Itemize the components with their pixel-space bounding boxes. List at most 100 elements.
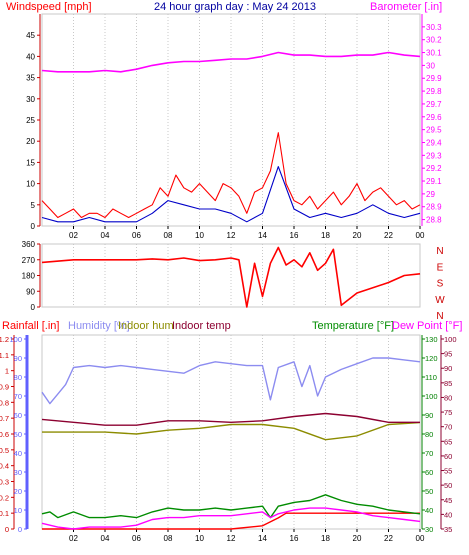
humidity-line xyxy=(41,357,421,405)
barometer-tick-label: 28.9 xyxy=(426,203,442,212)
direction-tick-label: 90 xyxy=(26,287,35,296)
chart-title: 24 hour graph day : May 24 2013 xyxy=(154,1,316,13)
indoor-tick-label: 65 xyxy=(444,437,452,446)
barometer-tick-label: 29.4 xyxy=(426,138,442,147)
rain-tick-label: 1 xyxy=(5,367,9,376)
direction-tick-label: 180 xyxy=(22,272,36,281)
windspeed-tick-label: 0 xyxy=(31,222,36,231)
x-tick-bottom-label: 00 xyxy=(416,534,425,543)
outdoor-tick-label: 110 xyxy=(425,373,437,382)
barometer-tick-label: 29.6 xyxy=(426,113,442,122)
indoor_temp-line xyxy=(41,412,420,426)
barometer-tick-label: 29 xyxy=(426,190,435,199)
indoor-tick-label: 70 xyxy=(444,423,452,432)
dewpoint-line xyxy=(41,507,421,530)
rainfall-line xyxy=(42,512,420,530)
barometer-axis-label: Barometer [.in] xyxy=(370,1,442,13)
hum-tick-label: 30 xyxy=(14,468,22,477)
direction-tick-label: 360 xyxy=(22,240,36,249)
direction-line xyxy=(41,246,421,308)
compass-label: E xyxy=(437,262,444,273)
x-tick-top-label: 08 xyxy=(164,231,173,240)
indoor_hum-line xyxy=(42,421,421,441)
barometer-tick-label: 29.9 xyxy=(426,74,442,83)
windspeed-tick-label: 5 xyxy=(31,201,36,210)
rain-tick-label: 0.3 xyxy=(0,478,9,487)
x-tick-bottom-label: 18 xyxy=(321,534,330,543)
outdoor-tick-label: 80 xyxy=(425,430,433,439)
rainfall-label: Rainfall [.in] xyxy=(2,320,59,332)
x-tick-top-label: 02 xyxy=(69,231,78,240)
windspeed-tick-label: 35 xyxy=(26,74,35,83)
x-tick-bottom-label: 22 xyxy=(384,534,393,543)
windspeed-tick-label: 30 xyxy=(26,95,35,104)
indoor-tick-label: 100 xyxy=(444,335,457,344)
x-tick-bottom-label: 02 xyxy=(69,534,78,543)
windspeed-axis-label: Windspeed [mph] xyxy=(6,1,92,13)
indoor-tick-label: 35 xyxy=(444,525,452,534)
windspeed-line xyxy=(41,132,421,219)
indoor-hum-label: Indoor hum xyxy=(118,320,174,332)
windspeed-tick-label: 15 xyxy=(26,158,35,167)
x-tick-bottom-label: 20 xyxy=(353,534,362,543)
direction-tick-label: 0 xyxy=(31,303,36,312)
x-tick-bottom-label: 12 xyxy=(227,534,236,543)
outdoor-tick-label: 50 xyxy=(425,487,433,496)
barometer-tick-label: 30 xyxy=(426,61,435,70)
barometer-tick-label: 29.5 xyxy=(426,126,442,135)
compass-label: S xyxy=(437,279,444,290)
rain-tick-label: 0.9 xyxy=(0,383,9,392)
outdoor-tick-label: 70 xyxy=(425,449,433,458)
rain-tick-label: 1.1 xyxy=(0,351,9,360)
windspeed-tick-label: 10 xyxy=(26,180,35,189)
indoor-tick-label: 95 xyxy=(444,350,452,359)
barometer-tick-label: 30.1 xyxy=(426,49,442,58)
compass-label: W xyxy=(435,295,445,306)
outdoor-tick-label: 100 xyxy=(425,392,438,401)
outdoor-tick-label: 130 xyxy=(425,335,438,344)
x-tick-bottom-label: 06 xyxy=(132,534,141,543)
x-tick-bottom-label: 14 xyxy=(258,534,267,543)
barometer-tick-label: 29.7 xyxy=(426,100,442,109)
x-tick-top-label: 20 xyxy=(353,231,362,240)
indoor-tick-label: 85 xyxy=(444,379,452,388)
barometer-tick-label: 28.8 xyxy=(426,216,442,225)
x-tick-bottom-label: 16 xyxy=(290,534,299,543)
windspeed-tick-label: 20 xyxy=(26,137,35,146)
indoor-tick-label: 55 xyxy=(444,467,452,476)
outdoor-tick-label: 60 xyxy=(425,468,433,477)
hum-tick-label: 50 xyxy=(14,430,22,439)
indoor-tick-label: 80 xyxy=(444,393,452,402)
hum-tick-label: 40 xyxy=(14,449,22,458)
indoor-tick-label: 60 xyxy=(444,452,452,461)
indoor-tick-label: 90 xyxy=(444,364,452,373)
humidity-label: Humidity [%] xyxy=(68,320,130,332)
x-tick-top-label: 10 xyxy=(195,231,204,240)
x-tick-bottom-label: 10 xyxy=(195,534,204,543)
hum-tick-label: 10 xyxy=(14,506,22,515)
hum-tick-label: 80 xyxy=(14,373,22,382)
windspeed-tick-label: 45 xyxy=(26,31,35,40)
temperature-label: Temperature [°F] xyxy=(312,320,394,332)
hum-tick-label: 20 xyxy=(14,487,22,496)
rain-tick-label: 0 xyxy=(5,525,9,534)
indoor-temp-label: Indoor temp xyxy=(172,320,231,332)
x-tick-top-label: 06 xyxy=(132,231,141,240)
indoor-tick-label: 50 xyxy=(444,481,452,490)
outdoor-tick-label: 120 xyxy=(425,354,438,363)
hum-tick-label: 60 xyxy=(14,411,22,420)
rain-tick-label: 1.2 xyxy=(0,335,9,344)
hum-tick-label: 0 xyxy=(18,525,22,534)
barometer-tick-label: 30.3 xyxy=(426,23,442,32)
x-tick-bottom-label: 04 xyxy=(101,534,110,543)
outdoor-tick-label: 90 xyxy=(425,411,433,420)
rain-tick-label: 0.2 xyxy=(0,493,9,502)
dewpoint-label: Dew Point [°F] xyxy=(392,320,462,332)
outdoor-tick-label: 30 xyxy=(425,525,433,534)
direction-tick-label: 270 xyxy=(22,256,36,265)
rain-tick-label: 0.7 xyxy=(0,414,9,423)
hum-tick-label: 100 xyxy=(9,335,22,344)
rain-tick-label: 0.4 xyxy=(0,462,9,471)
rain-tick-label: 0.5 xyxy=(0,446,9,455)
